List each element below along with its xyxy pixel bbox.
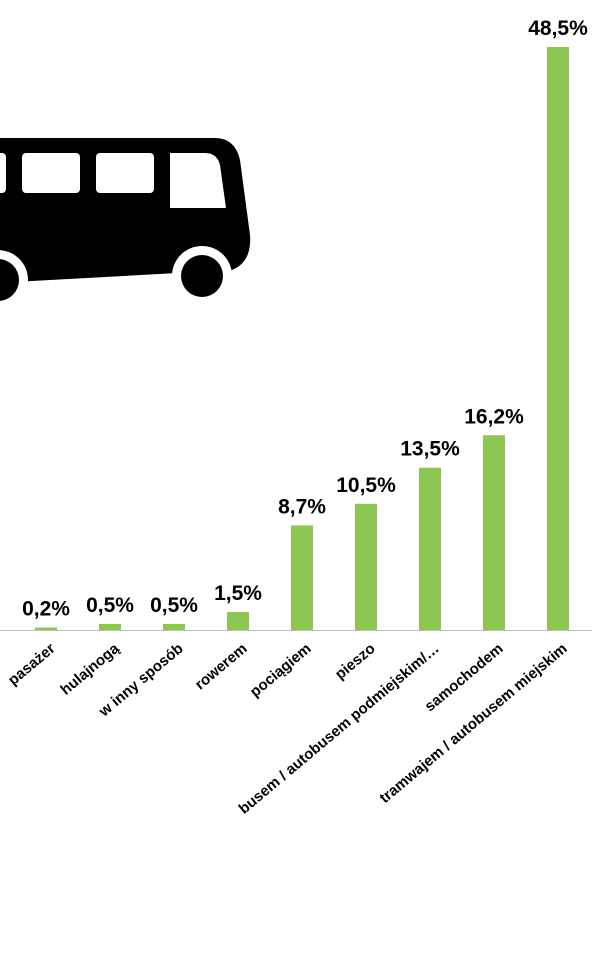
value-label: 10,5% [336, 474, 396, 497]
bar [291, 525, 313, 630]
value-label: 0,5% [86, 594, 134, 617]
bar [35, 627, 57, 630]
bar [419, 467, 441, 630]
bar [163, 623, 185, 630]
bar [227, 611, 249, 630]
value-label: 1,5% [214, 582, 262, 605]
value-label: 0,5% [150, 594, 198, 617]
x-tick-label: rowerem [192, 640, 251, 693]
bar [99, 623, 121, 630]
bar [355, 503, 377, 630]
bus-icon [0, 138, 251, 310]
value-label: 48,5% [528, 17, 588, 40]
value-label: 16,2% [464, 405, 524, 428]
value-label: 8,7% [278, 495, 326, 518]
bar [483, 435, 505, 630]
bar [547, 47, 569, 630]
x-tick-label: pieszo [332, 640, 379, 683]
value-label: 13,5% [400, 438, 460, 461]
value-label: 0,2% [22, 598, 70, 621]
x-tick-label: hulajnogą [57, 640, 123, 699]
x-tick-label: pociągiem [247, 640, 315, 701]
x-tick-label: pasażer [5, 640, 59, 689]
